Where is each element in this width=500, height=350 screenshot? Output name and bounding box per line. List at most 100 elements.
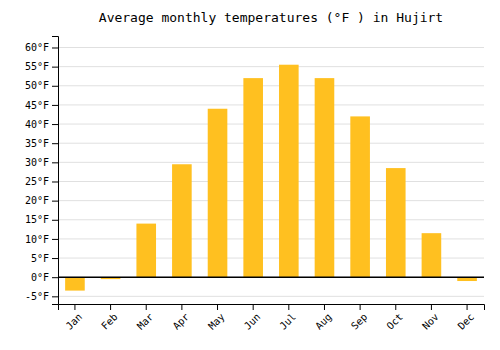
y-tick-mark bbox=[52, 143, 58, 144]
y-tick: 5°F bbox=[31, 253, 58, 264]
grid-line bbox=[58, 277, 484, 278]
x-tick: Jul bbox=[277, 304, 298, 332]
grid-line bbox=[58, 258, 484, 259]
x-tick-mark bbox=[288, 304, 289, 310]
y-tick-label: 30°F bbox=[25, 157, 49, 168]
grid-line bbox=[58, 181, 484, 182]
y-tick-mark bbox=[52, 124, 58, 125]
grid-line bbox=[58, 47, 484, 48]
plot: -5°F 0°F 5°F 10°F 15°F 20°F 25°F 30°F 35°F 40°F 45… bbox=[25, 37, 485, 332]
y-axis: -5°F 0°F 5°F 10°F 15°F 20°F 25°F 30°F 35°F 40°F 45… bbox=[25, 37, 59, 305]
grid-line bbox=[58, 143, 484, 144]
x-tick: Oct bbox=[384, 304, 405, 332]
x-tick: Jan bbox=[64, 304, 85, 332]
bar bbox=[350, 116, 370, 277]
marks bbox=[58, 65, 484, 291]
y-tick: 55°F bbox=[25, 61, 58, 72]
x-tick-mark bbox=[467, 304, 468, 310]
y-tick: 15°F bbox=[25, 214, 58, 225]
y-tick-label: 40°F bbox=[25, 119, 49, 130]
x-tick: Aug bbox=[313, 304, 334, 332]
y-tick-label: 50°F bbox=[25, 80, 49, 91]
x-tick-label: Feb bbox=[99, 311, 120, 332]
y-tick-mark bbox=[52, 105, 58, 106]
x-tick-mark bbox=[74, 304, 75, 310]
bar bbox=[136, 224, 156, 278]
x-tick-label: Mar bbox=[135, 311, 156, 332]
y-tick-mark bbox=[52, 277, 58, 278]
y-tick: 50°F bbox=[25, 80, 58, 91]
bar bbox=[65, 277, 85, 290]
grid-line bbox=[58, 219, 484, 220]
x-tick-mark bbox=[110, 304, 111, 310]
title: Average monthly temperatures (°F ) in Hu… bbox=[99, 10, 443, 25]
bar bbox=[422, 233, 442, 277]
x-tick-mark bbox=[181, 304, 182, 310]
y-tick-mark bbox=[52, 47, 58, 48]
y-tick-mark bbox=[52, 181, 58, 182]
y-tick-label: 5°F bbox=[31, 253, 49, 264]
grid-line bbox=[58, 85, 484, 86]
grid bbox=[58, 47, 484, 296]
x-tick-label: May bbox=[206, 311, 227, 332]
x-tick: Jun bbox=[242, 304, 263, 332]
grid-line bbox=[58, 200, 484, 201]
y-tick-mark bbox=[52, 258, 58, 259]
y-tick-label: 45°F bbox=[25, 100, 49, 111]
y-tick: 20°F bbox=[25, 195, 58, 206]
y-tick-label: 25°F bbox=[25, 176, 49, 187]
y-tick-mark bbox=[52, 296, 58, 297]
y-tick-mark bbox=[52, 86, 58, 87]
y-tick: -5°F bbox=[25, 291, 58, 302]
y-tick: 40°F bbox=[25, 119, 58, 130]
bar bbox=[172, 164, 192, 277]
x-tick-label: Jan bbox=[64, 311, 85, 332]
x-tick: Sep bbox=[349, 304, 370, 332]
x-tick-mark bbox=[146, 304, 147, 310]
grid-line bbox=[58, 104, 484, 105]
y-tick: 60°F bbox=[25, 42, 58, 53]
x-tick-label: Jul bbox=[277, 311, 298, 332]
grid-line bbox=[58, 296, 484, 297]
x-tick: Mar bbox=[135, 304, 156, 332]
grid-line bbox=[58, 124, 484, 125]
y-tick-mark bbox=[52, 220, 58, 221]
x-tick-mark bbox=[253, 304, 254, 310]
x-tick-label: Aug bbox=[313, 311, 334, 332]
bar bbox=[243, 78, 263, 277]
y-tick-label: 20°F bbox=[25, 195, 49, 206]
bar bbox=[279, 65, 299, 277]
y-axis-line bbox=[52, 37, 59, 305]
y-tick-label: 60°F bbox=[25, 42, 49, 53]
x-tick: Apr bbox=[171, 304, 192, 332]
x-tick-mark bbox=[217, 304, 218, 310]
y-tick: 0°F bbox=[31, 272, 58, 283]
y-tick-mark bbox=[52, 162, 58, 163]
bar bbox=[208, 109, 228, 277]
grid-line bbox=[58, 66, 484, 67]
x-tick-mark bbox=[324, 304, 325, 310]
x-tick-mark bbox=[360, 304, 361, 310]
x-tick: Feb bbox=[99, 304, 120, 332]
y-tick-label: 55°F bbox=[25, 61, 49, 72]
grid-line bbox=[58, 238, 484, 239]
y-tick: 45°F bbox=[25, 100, 58, 111]
x-tick-label: Nov bbox=[420, 311, 441, 332]
y-tick-label: 35°F bbox=[25, 138, 49, 149]
bar bbox=[315, 78, 335, 277]
x-axis: Jan Feb Mar Apr May Jun Jul Aug Sep Oct Nov Dec bbox=[59, 304, 485, 332]
y-tick-mark bbox=[52, 201, 58, 202]
x-tick: Dec bbox=[456, 304, 477, 332]
x-tick: Nov bbox=[420, 304, 441, 332]
bar bbox=[386, 168, 406, 277]
x-tick-label: Apr bbox=[171, 311, 192, 332]
y-tick-label: 15°F bbox=[25, 214, 49, 225]
x-tick-label: Oct bbox=[384, 311, 405, 332]
y-tick-mark bbox=[52, 239, 58, 240]
y-tick: 30°F bbox=[25, 157, 58, 168]
y-tick: 35°F bbox=[25, 138, 58, 149]
y-tick: 10°F bbox=[25, 234, 58, 245]
grid-line bbox=[58, 162, 484, 163]
x-tick: May bbox=[206, 304, 227, 332]
x-tick-label: Jun bbox=[242, 311, 263, 332]
